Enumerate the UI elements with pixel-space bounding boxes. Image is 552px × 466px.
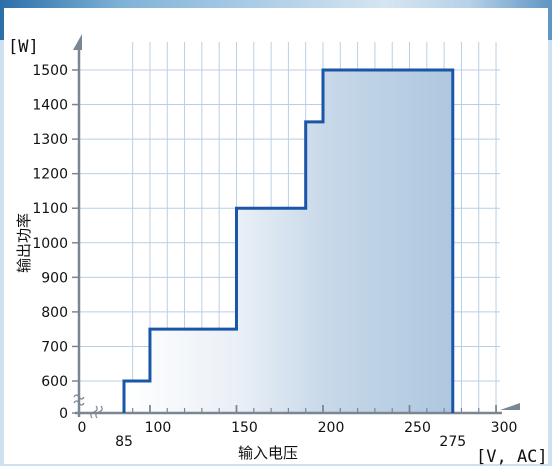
x-axis-break-icon xyxy=(90,405,103,419)
series-step-line xyxy=(122,68,455,413)
y-tick-label-900: 900 xyxy=(41,270,68,286)
y-tick-label-700: 700 xyxy=(41,339,68,355)
y-tick-label-1500: 1500 xyxy=(32,63,68,79)
x-axis-title: 输入电压 xyxy=(238,444,298,462)
x-tick-label-200: 200 xyxy=(318,420,345,436)
y-axis-title: 输出功率 xyxy=(15,213,33,273)
y-axis-break-icon xyxy=(73,394,85,406)
series-line xyxy=(122,68,455,414)
x-tick-label-300: 300 xyxy=(491,420,518,436)
y-unit-label: [W] xyxy=(8,37,39,57)
x-tick-label-250: 250 xyxy=(404,420,431,436)
x-tick-labels: 0 85 100 150 200 250 275 300 xyxy=(78,420,518,450)
y-tick-label-1100: 1100 xyxy=(32,201,68,217)
y-tick-label-1300: 1300 xyxy=(32,132,68,148)
x-tick-label-275: 275 xyxy=(439,434,466,450)
x-tick-label-85: 85 xyxy=(115,434,133,450)
area-fill-shape xyxy=(124,70,453,413)
y-tick-labels: 0 600 700 800 900 1000 1100 1200 1300 1400 1500 xyxy=(32,63,68,422)
y-tick-label-1200: 1200 xyxy=(32,167,68,183)
y-tick-label-0: 0 xyxy=(59,406,68,422)
y-tick-label-600: 600 xyxy=(41,374,68,390)
x-tick-label-150: 150 xyxy=(231,420,258,436)
x-tick-label-100: 100 xyxy=(145,420,172,436)
y-tick-label-800: 800 xyxy=(41,305,68,321)
axes xyxy=(72,34,520,419)
x-tick-label-0: 0 xyxy=(78,420,87,436)
area-fill xyxy=(124,70,453,413)
y-tick-label-1000: 1000 xyxy=(32,236,68,252)
y-tick-label-1400: 1400 xyxy=(32,98,68,114)
y-axis-arrow xyxy=(73,34,82,50)
x-unit-label: [V, AC] xyxy=(476,447,548,466)
x-axis-arrow xyxy=(500,403,520,410)
